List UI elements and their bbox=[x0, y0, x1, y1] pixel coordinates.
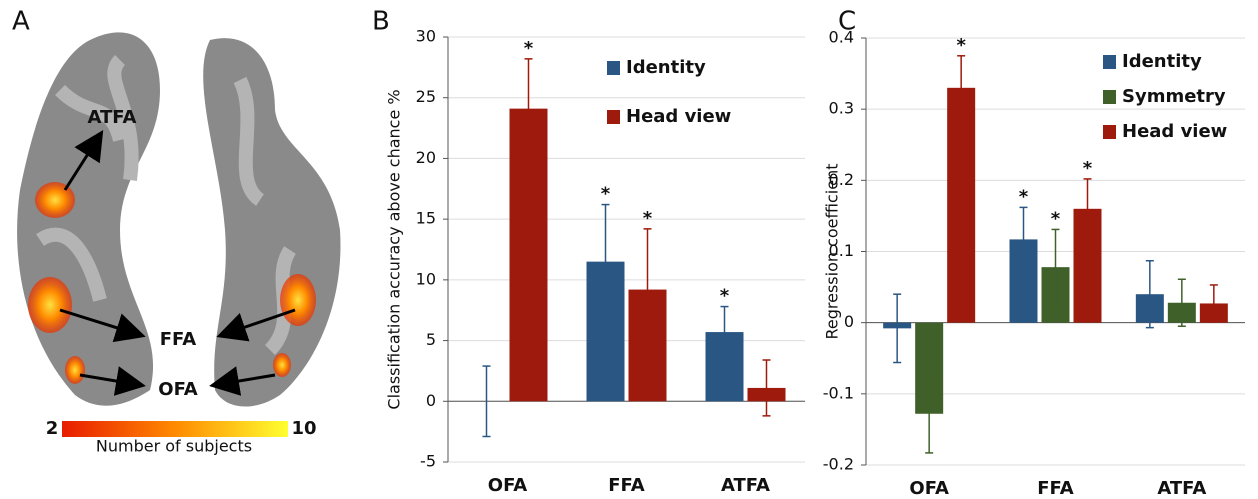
y-tick-label: 0.3 bbox=[829, 99, 854, 118]
significance: * bbox=[1051, 208, 1061, 229]
legend-label: Head view bbox=[1122, 121, 1227, 142]
activation bbox=[280, 274, 316, 326]
y-tick-label: -0.2 bbox=[823, 455, 854, 474]
x-tick-label: ATFA bbox=[721, 475, 770, 496]
x-tick-label: FFA bbox=[608, 475, 645, 496]
colorbar-label: Number of subjects bbox=[96, 437, 252, 456]
legend-label: Head view bbox=[626, 106, 731, 127]
y-tick-label: 0.2 bbox=[829, 170, 854, 189]
significance: * bbox=[1083, 158, 1093, 179]
y-tick-label: -0.1 bbox=[823, 383, 854, 402]
left-hemisphere bbox=[17, 32, 160, 405]
legend-label: Symmetry bbox=[1122, 86, 1226, 107]
activation bbox=[273, 353, 291, 377]
y-tick-label: 0 bbox=[426, 391, 436, 410]
significance: * bbox=[1019, 186, 1029, 207]
y-tick-label: 15 bbox=[416, 209, 436, 228]
region-label: OFA bbox=[158, 379, 198, 400]
legend-swatch bbox=[1103, 125, 1116, 139]
colorbar-min: 2 bbox=[46, 418, 59, 439]
y-tick-label: 5 bbox=[426, 330, 436, 349]
activation bbox=[28, 277, 72, 333]
region-label: FFA bbox=[160, 329, 197, 350]
y-tick-label: 0.4 bbox=[829, 28, 854, 47]
y-tick-label: 20 bbox=[416, 148, 436, 167]
colorbar-max: 10 bbox=[291, 418, 316, 439]
y-tick-label: -5 bbox=[420, 452, 436, 471]
y-tick-label: 30 bbox=[416, 27, 436, 46]
activation bbox=[35, 182, 75, 218]
legend-swatch bbox=[1103, 90, 1116, 104]
x-tick-label: OFA bbox=[488, 475, 528, 496]
y-tick-label: 10 bbox=[416, 269, 436, 288]
significance: * bbox=[524, 38, 534, 59]
significance: * bbox=[720, 286, 730, 307]
bar bbox=[947, 88, 975, 323]
legend-label: Identity bbox=[1122, 51, 1202, 72]
y-tick-label: 0 bbox=[844, 312, 854, 331]
panel-label: A bbox=[12, 7, 30, 37]
legend-swatch bbox=[607, 61, 620, 75]
x-tick-label: FFA bbox=[1037, 478, 1074, 499]
x-tick-label: OFA bbox=[909, 478, 949, 499]
significance: * bbox=[601, 184, 611, 205]
brain-panel: A ATFA FFA OFA 2 10 Number of subjects bbox=[12, 7, 340, 456]
significance: * bbox=[956, 35, 966, 56]
colorbar bbox=[62, 421, 288, 437]
panel-label: B bbox=[372, 7, 390, 37]
legend-swatch bbox=[1103, 55, 1116, 69]
activation bbox=[65, 356, 85, 384]
y-tick-label: 0.1 bbox=[829, 241, 854, 260]
y-axis-label: Classification accuracy above chance % bbox=[385, 89, 404, 409]
legend-label: Identity bbox=[626, 57, 706, 78]
significance: * bbox=[643, 208, 653, 229]
region-label: ATFA bbox=[88, 107, 137, 128]
figure: A ATFA FFA OFA 2 10 Number of subjects B… bbox=[0, 0, 1258, 499]
x-tick-label: ATFA bbox=[1157, 478, 1206, 499]
legend-swatch bbox=[607, 110, 620, 124]
y-tick-label: 25 bbox=[416, 87, 436, 106]
